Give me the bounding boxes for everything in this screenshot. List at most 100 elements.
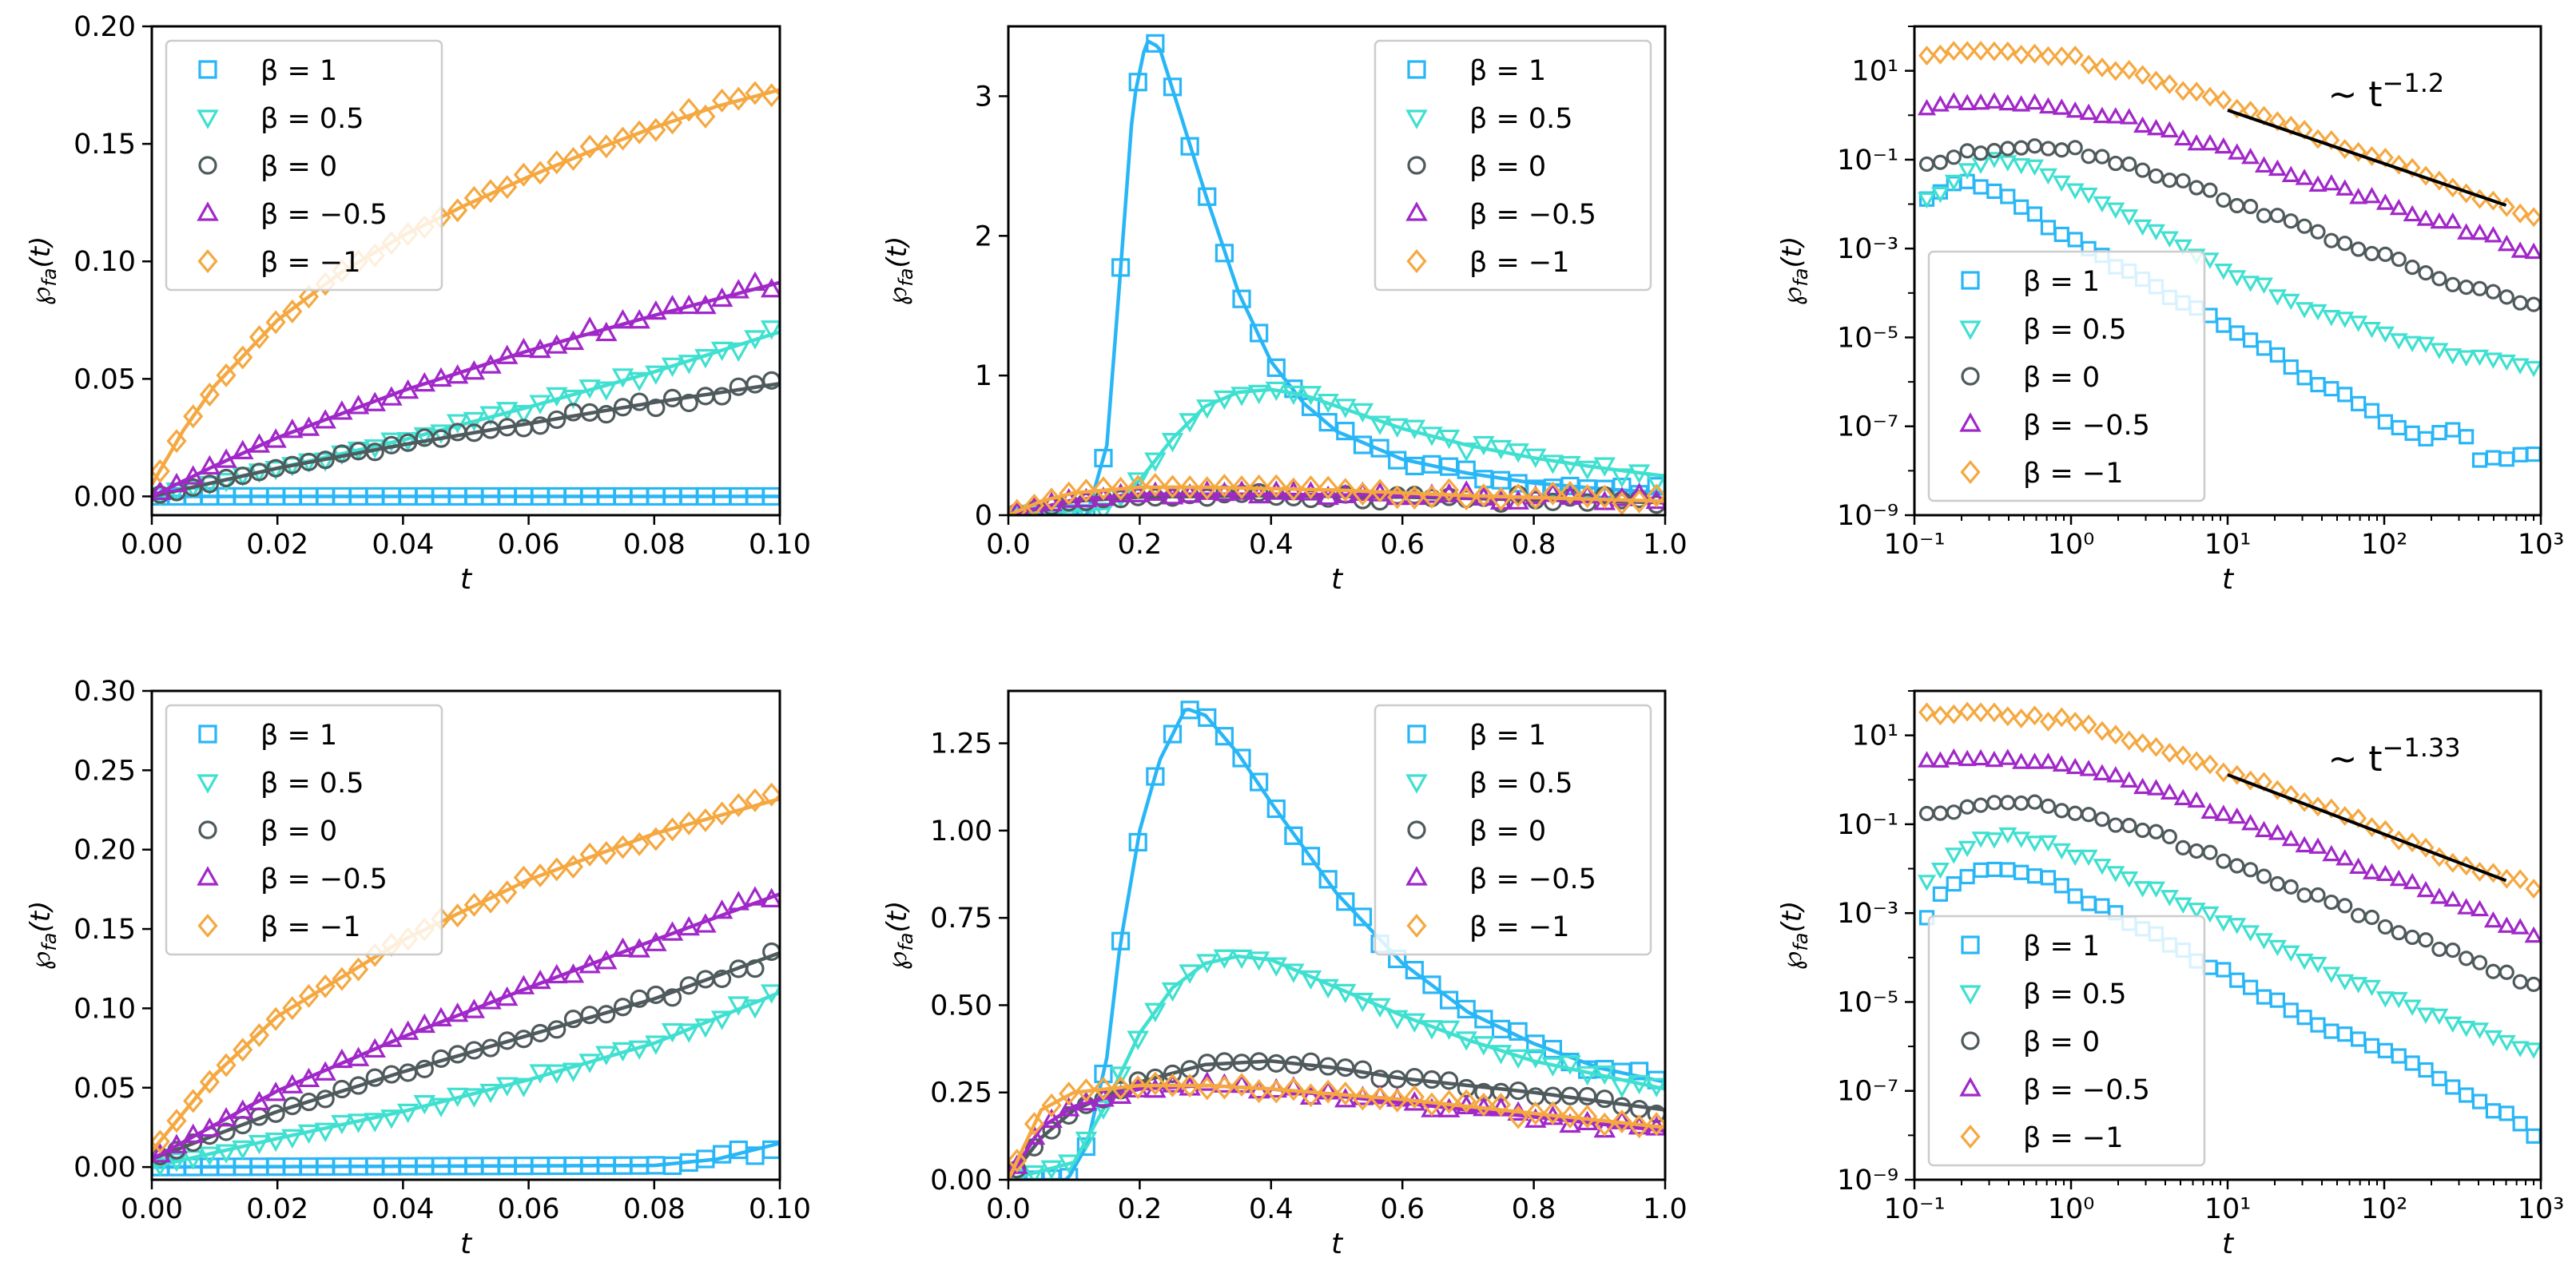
marker-square — [2242, 332, 2259, 348]
marker-triangle-up — [2403, 204, 2422, 222]
marker-square — [1250, 772, 1269, 792]
marker-diamond — [1059, 1082, 1079, 1106]
marker-diamond — [166, 429, 187, 454]
marker-triangle-up — [413, 1013, 436, 1034]
y-label-symbol: ℘ — [25, 287, 57, 306]
marker-triangle-down — [1455, 1031, 1477, 1051]
marker-triangle-down — [2025, 835, 2045, 852]
marker-circle — [729, 377, 748, 396]
marker-triangle-down — [1525, 1049, 1547, 1069]
marker-triangle-up — [760, 277, 780, 298]
marker-triangle-up — [430, 367, 452, 387]
marker-circle — [2269, 875, 2285, 892]
marker-diamond — [1456, 486, 1477, 511]
marker-triangle-up — [2133, 777, 2153, 795]
marker-triangle-down — [2133, 881, 2153, 898]
marker-triangle-down — [2012, 157, 2031, 175]
marker-triangle-up — [2200, 802, 2220, 820]
marker-square — [1629, 1062, 1649, 1081]
marker-triangle-up — [181, 1123, 205, 1143]
y-tick-label: 10⁻⁵ — [1837, 986, 1898, 1018]
marker-triangle-down — [1930, 186, 1950, 204]
marker-triangle-up — [2295, 835, 2314, 853]
marker-triangle-up — [1040, 1108, 1063, 1129]
marker-triangle-down — [611, 1042, 634, 1062]
marker-triangle-up — [1959, 1077, 1982, 1097]
marker-triangle-down — [198, 1146, 221, 1166]
marker-triangle-up — [611, 937, 634, 957]
marker-circle — [399, 433, 418, 452]
marker-triangle-up — [331, 1048, 353, 1069]
y-tick-label: 10⁻⁹ — [1837, 500, 1898, 532]
legend-label: β = 0 — [2023, 362, 2100, 394]
marker-circle — [1250, 1052, 1269, 1071]
x-tick-label: 0.04 — [372, 1193, 434, 1225]
marker-triangle-down — [1196, 954, 1218, 974]
marker-triangle-up — [2173, 788, 2192, 806]
axes-frame — [1007, 689, 1667, 1181]
marker-circle — [1918, 156, 1935, 173]
legend-item-bm1: β = −1 — [197, 911, 361, 943]
marker-triangle-up — [2120, 771, 2139, 788]
marker-square — [2013, 199, 2029, 215]
marker-square — [2040, 220, 2057, 236]
marker-diamond — [1335, 478, 1356, 502]
marker-circle — [2296, 887, 2312, 903]
marker-diamond — [1266, 474, 1286, 498]
marker-square — [1180, 137, 1199, 156]
marker-triangle-down — [1144, 1002, 1167, 1022]
marker-triangle-down — [314, 1122, 336, 1142]
marker-square — [1284, 826, 1303, 845]
legend: β = 1 β = 0.5 β = 0 β = −0.5 β = −1 — [165, 39, 443, 292]
marker-triangle-down — [2268, 289, 2287, 306]
marker-triangle-down — [1437, 429, 1461, 450]
marker-triangle-up — [578, 954, 601, 974]
marker-triangle-down — [645, 365, 667, 385]
marker-diamond — [1404, 1085, 1425, 1109]
fit-curve-bm05 — [152, 280, 780, 498]
y-tick-label: 0.10 — [74, 993, 136, 1025]
marker-triangle-down — [2038, 835, 2057, 852]
marker-circle — [2526, 296, 2541, 312]
marker-triangle-up — [197, 866, 219, 886]
x-tick-label: 0.08 — [623, 1193, 686, 1225]
marker-triangle-up — [2268, 824, 2287, 840]
y-tick-label: 0.50 — [930, 990, 992, 1022]
marker-diamond — [2093, 57, 2111, 77]
marker-circle — [1405, 1067, 1424, 1087]
marker-diamond — [1111, 1076, 1131, 1101]
marker-triangle-down — [628, 371, 650, 392]
legend-label: β = 0 — [1469, 816, 1546, 847]
marker-diamond — [678, 97, 699, 122]
legend-item-bm1: β = −1 — [1960, 1122, 2124, 1154]
marker-diamond — [2053, 707, 2070, 728]
marker-diamond — [712, 88, 733, 113]
y-label-subscript: fa — [1790, 268, 1812, 287]
marker-triangle-down — [2322, 966, 2341, 983]
marker-triangle-down — [2430, 343, 2449, 359]
legend-box — [165, 704, 443, 956]
marker-triangle-up — [380, 1027, 403, 1047]
marker-diamond — [265, 1006, 286, 1031]
marker-diamond — [596, 134, 617, 159]
marker-triangle-up — [1917, 98, 1937, 116]
marker-triangle-down — [479, 1083, 502, 1104]
marker-triangle-up — [1403, 485, 1426, 506]
marker-circle — [1932, 805, 1948, 821]
marker-triangle-down — [2120, 871, 2139, 888]
marker-square — [2324, 381, 2339, 397]
legend-item-bm1: β = −1 — [1960, 458, 2124, 490]
marker-triangle-down — [760, 984, 780, 1004]
marker-triangle-down — [2012, 831, 2031, 848]
marker-diamond — [183, 1089, 204, 1113]
marker-triangle-up — [2497, 916, 2516, 933]
marker-circle — [316, 1089, 335, 1109]
marker-diamond — [216, 363, 237, 387]
marker-square — [2471, 452, 2488, 468]
marker-circle — [2324, 232, 2339, 248]
marker-circle — [233, 466, 252, 486]
marker-diamond — [1456, 1089, 1477, 1113]
legend-item-b1: β = 1 — [198, 55, 337, 87]
marker-triangle-up — [1385, 485, 1409, 506]
marker-triangle-up — [2416, 209, 2435, 226]
